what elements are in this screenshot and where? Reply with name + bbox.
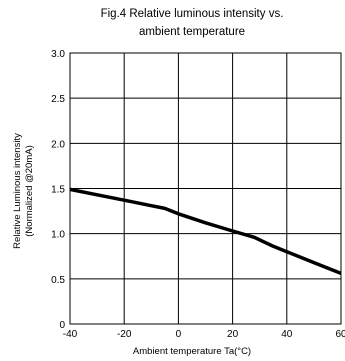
y-tick-label: 2.5: [51, 94, 65, 105]
y-tick-label: 0: [59, 320, 65, 331]
x-tick-label: 0: [176, 329, 182, 340]
x-axis-label: Ambient temperature Ta(°C): [133, 346, 251, 357]
x-tick-label: 20: [227, 329, 239, 340]
x-tick-label: -40: [63, 329, 78, 340]
luminous-intensity-curve: [69, 187, 342, 276]
series-layer: [69, 187, 342, 276]
y-tick-label: 0.5: [51, 275, 65, 286]
x-tick-label: 60: [335, 329, 345, 340]
chart-title-line-2: ambient temperature: [139, 26, 245, 38]
tick-labels: -40 -20 0 20 40 60 0 0.5 1.0 1.5 2.0 2.5 3.0: [51, 49, 345, 340]
x-tick-label: 40: [281, 329, 293, 340]
y-tick-label: 3.0: [51, 49, 65, 60]
y-axis-label-line-1: Relative Luminous intensity: [12, 133, 23, 249]
y-tick-label: 1.5: [51, 185, 65, 196]
x-tick-label: -20: [117, 329, 132, 340]
y-tick-label: 2.0: [51, 139, 65, 150]
chart-title-line-1: Fig.4 Relative luminous intensity vs.: [101, 8, 284, 20]
grid: [69, 52, 342, 325]
y-tick-label: 1.0: [51, 230, 65, 241]
plot-frame: [69, 52, 342, 325]
y-axis-label-line-2: (Normalized @20mA): [24, 145, 35, 236]
